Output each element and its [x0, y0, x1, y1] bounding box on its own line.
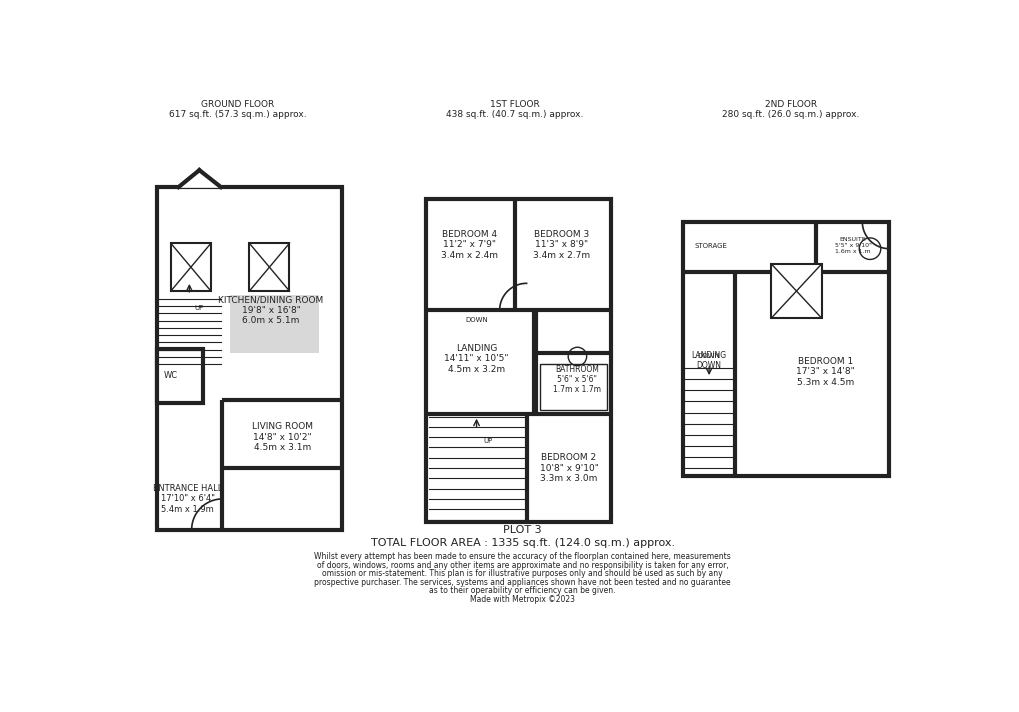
Bar — [171, 244, 211, 291]
Text: LANDING
14'11" x 10'5"
4.5m x 3.2m: LANDING 14'11" x 10'5" 4.5m x 3.2m — [444, 344, 508, 374]
Text: GROUND FLOOR
617 sq.ft. (57.3 sq.m.) approx.: GROUND FLOOR 617 sq.ft. (57.3 sq.m.) app… — [169, 100, 307, 120]
Text: DOWN: DOWN — [697, 353, 719, 360]
Text: BEDROOM 1
17'3" x 14'8"
5.3m x 4.5m: BEDROOM 1 17'3" x 14'8" 5.3m x 4.5m — [795, 357, 854, 387]
Bar — [157, 349, 203, 403]
Text: 2ND FLOOR
280 sq.ft. (26.0 sq.m.) approx.: 2ND FLOOR 280 sq.ft. (26.0 sq.m.) approx… — [721, 100, 859, 120]
Text: omission or mis-statement. This plan is for illustrative purposes only and shoul: omission or mis-statement. This plan is … — [322, 569, 722, 578]
Bar — [426, 199, 610, 522]
Text: DOWN: DOWN — [465, 317, 487, 323]
Text: ENTRANCE HALL
17'10" x 6'4"
5.4m x 1.9m: ENTRANCE HALL 17'10" x 6'4" 5.4m x 1.9m — [153, 484, 222, 514]
Text: BEDROOM 3
11'3" x 8'9"
3.4m x 2.7m: BEDROOM 3 11'3" x 8'9" 3.4m x 2.7m — [532, 230, 589, 260]
Bar — [230, 295, 318, 352]
Text: BEDROOM 4
11'2" x 7'9"
3.4m x 2.4m: BEDROOM 4 11'2" x 7'9" 3.4m x 2.4m — [440, 230, 497, 260]
Bar — [178, 168, 221, 187]
Text: prospective purchaser. The services, systems and appliances shown have not been : prospective purchaser. The services, sys… — [314, 577, 731, 587]
Text: of doors, windows, rooms and any other items are approximate and no responsibili: of doors, windows, rooms and any other i… — [317, 560, 728, 570]
Text: 1ST FLOOR
438 sq.ft. (40.7 sq.m.) approx.: 1ST FLOOR 438 sq.ft. (40.7 sq.m.) approx… — [446, 100, 583, 120]
Bar — [250, 244, 289, 291]
Text: PLOT 3: PLOT 3 — [503, 525, 541, 535]
Text: Made with Metropix ©2023: Made with Metropix ©2023 — [470, 595, 575, 604]
Bar — [539, 364, 607, 410]
Text: LANDING
DOWN: LANDING DOWN — [691, 350, 726, 370]
Text: KITCHEN/DINING ROOM
19'8" x 16'8"
6.0m x 5.1m: KITCHEN/DINING ROOM 19'8" x 16'8" 6.0m x… — [218, 295, 323, 325]
Bar — [770, 264, 820, 318]
Text: Whilst every attempt has been made to ensure the accuracy of the floorplan conta: Whilst every attempt has been made to en… — [314, 553, 731, 561]
Bar — [157, 187, 341, 530]
Text: BATHROOM
5'6" x 5'6"
1.7m x 1.7m: BATHROOM 5'6" x 5'6" 1.7m x 1.7m — [553, 365, 601, 394]
Text: UP: UP — [195, 305, 204, 311]
Text: TOTAL FLOOR AREA : 1335 sq.ft. (124.0 sq.m.) approx.: TOTAL FLOOR AREA : 1335 sq.ft. (124.0 sq… — [370, 538, 675, 548]
Text: UP: UP — [483, 438, 492, 444]
Text: ENSUITE
5'5" x 9'10"
1.6m x 1.m: ENSUITE 5'5" x 9'10" 1.6m x 1.m — [834, 237, 870, 254]
Text: BEDROOM 2
10'8" x 9'10"
3.3m x 3.0m: BEDROOM 2 10'8" x 9'10" 3.3m x 3.0m — [539, 454, 598, 483]
Bar — [683, 221, 889, 476]
Text: WC: WC — [164, 371, 177, 380]
Text: STORAGE: STORAGE — [694, 243, 728, 248]
Text: as to their operability or efficiency can be given.: as to their operability or efficiency ca… — [429, 586, 615, 595]
Text: LIVING ROOM
14'8" x 10'2"
4.5m x 3.1m: LIVING ROOM 14'8" x 10'2" 4.5m x 3.1m — [252, 422, 313, 452]
